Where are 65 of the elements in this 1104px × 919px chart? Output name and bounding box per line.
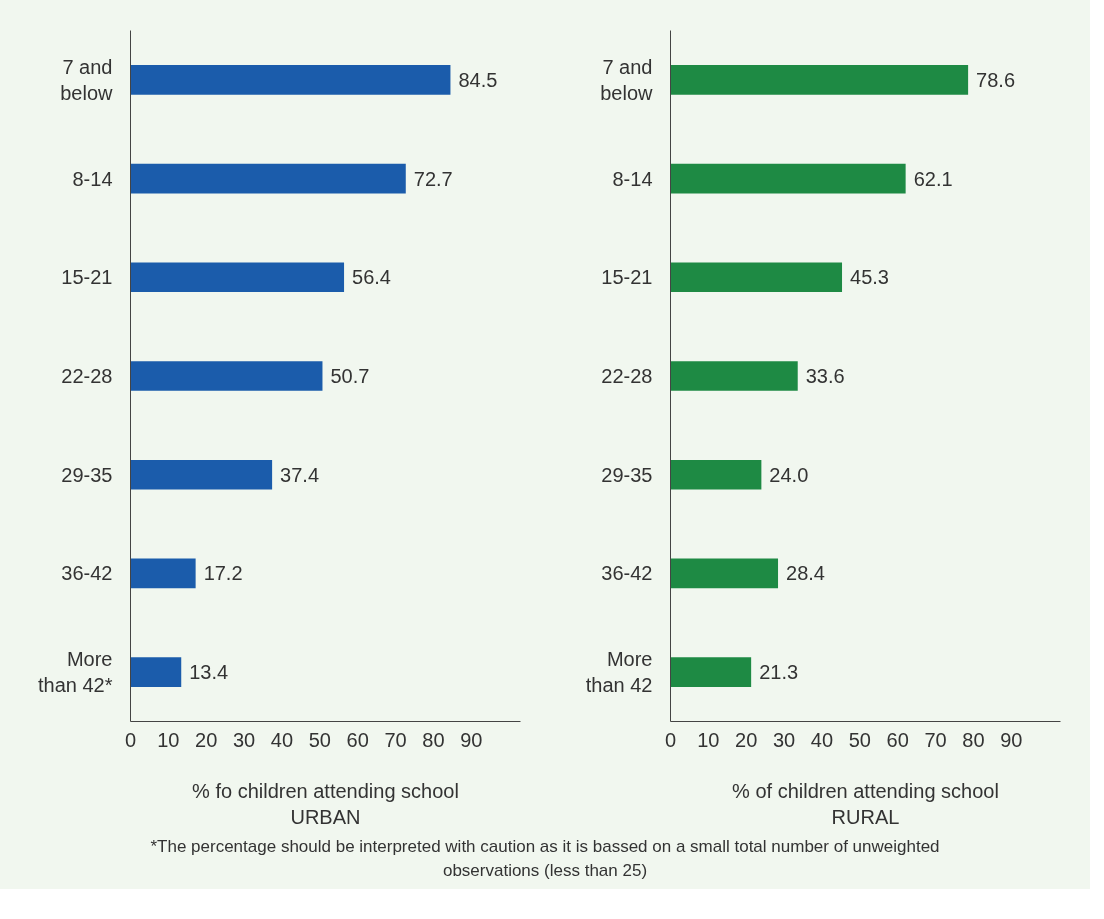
x-tick-label: 90 (460, 728, 483, 751)
x-tick-label: 50 (848, 728, 871, 751)
data-label: 21.3 (759, 661, 799, 684)
x-axis-title: % of children attending school RURAL (732, 779, 999, 828)
y-tick-label: 36-42 (601, 562, 653, 585)
x-tick-label: 60 (886, 728, 909, 751)
bar (130, 262, 345, 293)
x-tick-label: 60 (346, 728, 369, 751)
y-tick-label: 29-35 (61, 463, 113, 486)
data-label: 62.1 (913, 167, 953, 190)
y-tick-label: 29-35 (601, 463, 653, 486)
bar (130, 163, 406, 194)
data-label: 28.4 (786, 562, 825, 585)
x-tick-label: 70 (924, 728, 947, 751)
x-tick-label: 40 (810, 728, 834, 751)
x-tick-label: 50 (308, 728, 331, 751)
x-tick-label: 80 (422, 728, 445, 751)
data-label: 78.6 (976, 68, 1016, 91)
data-label: 33.6 (805, 365, 845, 387)
bar (670, 558, 779, 589)
data-label: 50.7 (330, 365, 370, 387)
bar (670, 262, 843, 293)
x-tick-label: 30 (772, 728, 796, 751)
data-label: 56.4 (352, 266, 391, 289)
data-label: 84.5 (458, 68, 498, 91)
x-tick-label: 90 (1000, 728, 1023, 751)
data-label: 45.3 (850, 266, 889, 289)
bar (130, 65, 451, 95)
y-tick-label: More than 42 (585, 647, 653, 697)
data-label: 37.4 (280, 463, 320, 486)
x-axis-title: % fo children attending school URBAN (192, 779, 459, 828)
x-tick-label: 0 (124, 728, 137, 751)
data-label: 72.7 (413, 167, 453, 190)
x-tick-label: 20 (195, 728, 218, 751)
y-tick-label: 7 and below (600, 55, 654, 105)
bar (670, 163, 906, 194)
bar (130, 657, 182, 687)
bar (130, 361, 323, 391)
bar (670, 459, 762, 490)
data-label: 13.4 (189, 661, 229, 684)
x-tick-label: 70 (384, 728, 407, 751)
x-tick-label: 0 (664, 728, 677, 751)
bar (130, 459, 273, 490)
bar (670, 65, 969, 95)
bar (130, 558, 196, 589)
y-tick-label: More than 42* (37, 647, 113, 697)
y-tick-label: 15-21 (61, 266, 113, 289)
x-tick-label: 20 (735, 728, 758, 751)
data-label: 17.2 (203, 562, 243, 585)
y-tick-label: 15-21 (601, 266, 653, 289)
y-tick-label: 36-42 (61, 562, 113, 585)
y-tick-label: 7 and below (60, 55, 114, 105)
x-tick-label: 80 (962, 728, 985, 751)
data-label: 24.0 (769, 463, 809, 486)
y-tick-label: 8-14 (612, 167, 653, 190)
y-tick-label: 22-28 (601, 365, 653, 387)
x-tick-label: 10 (697, 728, 720, 751)
x-tick-label: 40 (270, 728, 294, 751)
x-tick-label: 30 (232, 728, 256, 751)
x-tick-label: 10 (157, 728, 180, 751)
text: *The percentage should be interpreted with caution as it is bassed on a small total number of unweighted observations (less than 25) (149, 836, 941, 883)
y-tick-label: 8-14 (72, 167, 113, 190)
bar (670, 361, 798, 391)
y-tick-label: 22-28 (61, 365, 113, 387)
bar (670, 657, 752, 687)
